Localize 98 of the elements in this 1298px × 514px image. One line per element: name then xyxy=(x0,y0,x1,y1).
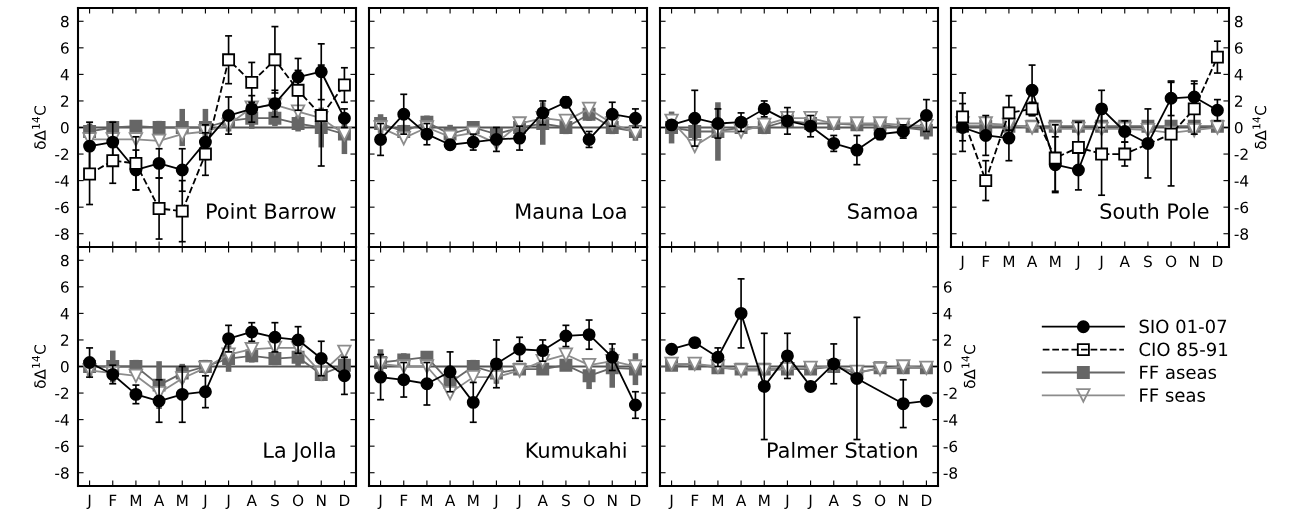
x-tick-label: J xyxy=(86,494,91,509)
y-tick-label: 4 xyxy=(60,308,69,320)
y2-tick-label: -2 xyxy=(1234,148,1248,160)
x-tick-label: A xyxy=(537,494,548,506)
x-tick-label: J xyxy=(959,255,964,270)
x-tick-label: S xyxy=(562,494,570,507)
x-tick-label: D xyxy=(1213,255,1223,267)
x-tick-label: M xyxy=(177,494,188,506)
x-tick-label: J xyxy=(516,494,521,509)
y-tick-label: -2 xyxy=(55,148,69,160)
x-tick-label: M xyxy=(421,494,433,506)
x-tick-label: M xyxy=(130,494,142,506)
x-tick-label: F xyxy=(109,494,117,506)
x-tick-label: O xyxy=(874,494,886,507)
y-tick-label: 4 xyxy=(60,69,69,81)
x-tick-label: A xyxy=(153,494,165,506)
x-tick-label: J xyxy=(1098,255,1103,270)
y-tick-label: -6 xyxy=(55,440,69,453)
y-tick-label: -4 xyxy=(55,175,69,187)
x-tick-label: S xyxy=(271,494,279,507)
x-tick-label: D xyxy=(631,494,641,506)
x-tick-label: N xyxy=(608,494,617,506)
x-tick-label: S xyxy=(853,494,861,507)
y-tick-label: 0 xyxy=(60,121,69,134)
annotation: Kumukahi xyxy=(526,441,626,459)
x-tick-label: D xyxy=(922,494,932,506)
x-tick-label: F xyxy=(400,494,408,506)
y2-tick-label: 2 xyxy=(943,334,952,346)
x-tick-label: J xyxy=(202,494,207,509)
legend-label: FF aseas xyxy=(1140,365,1217,380)
x-tick-label: J xyxy=(1075,255,1080,270)
y2-tick-label: -4 xyxy=(943,414,958,426)
x-tick-label: J xyxy=(784,494,789,509)
y2-tick-label: 2 xyxy=(1234,95,1243,107)
x-tick-label: J xyxy=(668,494,673,509)
annotation: Samoa xyxy=(848,203,917,220)
x-tick-label: N xyxy=(1190,255,1199,267)
y-tick-label: -8 xyxy=(55,467,69,479)
x-tick-label: J xyxy=(493,494,498,509)
annotation: Palmer Station xyxy=(768,441,917,459)
x-tick-label: J xyxy=(807,494,812,509)
y-tick-label: 8 xyxy=(60,15,69,28)
x-tick-label: D xyxy=(340,494,350,506)
x-tick-label: N xyxy=(899,494,908,506)
y2-tick-label: 6 xyxy=(943,281,952,293)
y-tick-label: 6 xyxy=(61,281,69,293)
legend-label: CIO 85-91 xyxy=(1139,342,1228,357)
annotation: Point Barrow xyxy=(207,202,336,220)
y-tick-label: 2 xyxy=(61,334,69,346)
x-tick-label: F xyxy=(982,255,990,267)
y2-tick-label: -2 xyxy=(943,387,957,399)
annotation: La Jolla xyxy=(264,441,335,462)
x-tick-label: M xyxy=(759,494,770,506)
y-tick-label: 2 xyxy=(61,95,69,107)
y2-tick-label: -8 xyxy=(1234,228,1249,240)
x-tick-label: M xyxy=(1003,255,1015,267)
x-tick-label: O xyxy=(1165,255,1177,268)
x-tick-label: A xyxy=(444,494,456,506)
y-axis-title: δΔ$^{14}$C xyxy=(31,345,46,389)
x-tick-label: J xyxy=(225,494,230,509)
x-tick-label: O xyxy=(292,494,304,507)
y-tick-label: 8 xyxy=(60,254,69,267)
y-tick-label: 6 xyxy=(61,42,69,54)
legend-label: SIO 01-07 xyxy=(1139,319,1227,334)
annotation: Mauna Loa xyxy=(516,203,626,220)
x-tick-label: A xyxy=(1026,255,1038,267)
y2-axis-title: δΔ$^{14}$C xyxy=(961,345,976,389)
annotation: South Pole xyxy=(1100,202,1209,220)
x-tick-label: J xyxy=(377,494,382,509)
y-tick-label: -6 xyxy=(55,201,69,214)
y-axis-title: δΔ$^{14}$C xyxy=(31,106,46,150)
y2-tick-label: -4 xyxy=(1234,175,1249,187)
y2-tick-label: -8 xyxy=(943,467,958,479)
y-tick-label: -4 xyxy=(55,414,69,426)
y2-tick-label: 0 xyxy=(943,360,952,373)
y2-axis-title: δΔ$^{14}$C xyxy=(1252,106,1267,150)
x-tick-label: M xyxy=(468,494,479,506)
y2-tick-label: 4 xyxy=(1234,69,1243,81)
x-tick-label: A xyxy=(735,494,747,506)
x-tick-label: A xyxy=(828,494,839,506)
x-tick-label: M xyxy=(712,494,724,506)
y2-tick-label: -6 xyxy=(943,440,958,453)
y2-tick-label: -6 xyxy=(1234,201,1249,214)
y2-tick-label: 8 xyxy=(1234,15,1243,28)
y-tick-label: 0 xyxy=(60,360,69,373)
x-tick-label: A xyxy=(246,494,257,506)
x-tick-label: S xyxy=(1144,255,1152,268)
y2-tick-label: 6 xyxy=(1234,42,1243,54)
legend-label: FF seas xyxy=(1140,388,1206,402)
x-tick-label: M xyxy=(1050,255,1061,267)
x-tick-label: O xyxy=(583,494,595,507)
x-tick-label: F xyxy=(691,494,699,506)
y-tick-label: -2 xyxy=(55,387,69,399)
x-tick-label: N xyxy=(317,494,326,506)
y2-tick-label: 4 xyxy=(943,308,952,320)
y-tick-label: -8 xyxy=(55,228,69,240)
y2-tick-label: 0 xyxy=(1234,121,1243,134)
x-tick-label: A xyxy=(1119,255,1130,267)
